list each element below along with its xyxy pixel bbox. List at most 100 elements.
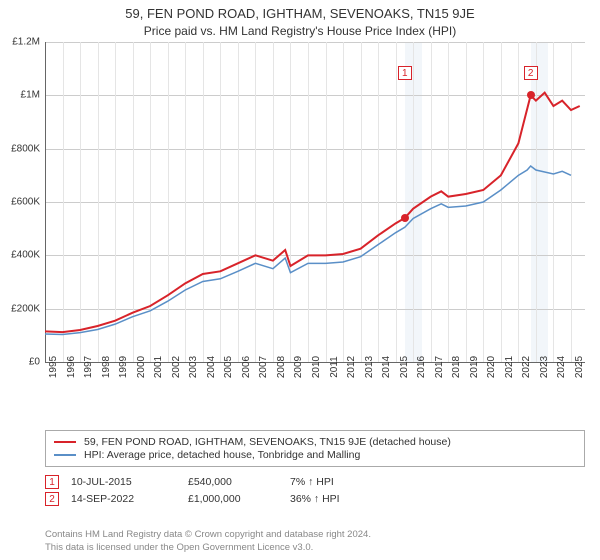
axis-left	[45, 42, 46, 362]
gridline-h	[45, 42, 585, 43]
sale-row: 2 14-SEP-2022 £1,000,000 36% ↑ HPI	[45, 492, 585, 506]
x-axis-label: 2000	[136, 356, 147, 378]
sale-marker-dot	[527, 91, 535, 99]
x-axis-label: 2002	[171, 356, 182, 378]
legend-row-property: 59, FEN POND ROAD, IGHTHAM, SEVENOAKS, T…	[54, 436, 576, 448]
gridline-v	[203, 42, 204, 362]
x-axis-label: 2018	[451, 356, 462, 378]
x-axis-label: 1996	[66, 356, 77, 378]
footer-line1: Contains HM Land Registry data © Crown c…	[45, 529, 371, 541]
x-axis-label: 2017	[434, 356, 445, 378]
x-axis-label: 1998	[101, 356, 112, 378]
gridline-h	[45, 202, 585, 203]
legend: 59, FEN POND ROAD, IGHTHAM, SEVENOAKS, T…	[45, 430, 585, 467]
gridline-h	[45, 95, 585, 96]
gridline-v	[98, 42, 99, 362]
chart-titles: 59, FEN POND ROAD, IGHTHAM, SEVENOAKS, T…	[0, 0, 600, 38]
gridline-h	[45, 255, 585, 256]
footer: Contains HM Land Registry data © Crown c…	[45, 529, 371, 554]
gridline-h	[45, 309, 585, 310]
gridline-v	[115, 42, 116, 362]
page-title: 59, FEN POND ROAD, IGHTHAM, SEVENOAKS, T…	[0, 6, 600, 21]
x-axis-label: 2023	[539, 356, 550, 378]
gridline-v	[448, 42, 449, 362]
sale-hpi: 36% ↑ HPI	[290, 493, 340, 505]
sale-badge: 1	[45, 475, 59, 489]
sale-marker-dot	[401, 214, 409, 222]
y-axis-label: £0	[0, 357, 40, 368]
gridline-v	[150, 42, 151, 362]
x-axis-label: 2015	[399, 356, 410, 378]
gridline-v	[80, 42, 81, 362]
y-axis-label: £1M	[0, 90, 40, 101]
gridline-v	[238, 42, 239, 362]
x-axis-label: 1995	[48, 356, 59, 378]
gridline-v	[536, 42, 537, 362]
series-property	[45, 93, 580, 332]
gridline-v	[518, 42, 519, 362]
sale-price: £540,000	[188, 476, 278, 488]
gridline-v	[571, 42, 572, 362]
x-axis-label: 2022	[521, 356, 532, 378]
sale-badge: 2	[45, 492, 59, 506]
plot-area: 12	[45, 42, 585, 362]
x-axis-label: 2021	[504, 356, 515, 378]
y-axis-label: £200K	[0, 303, 40, 314]
sale-marker-badge: 2	[524, 66, 538, 80]
x-axis-label: 2004	[206, 356, 217, 378]
gridline-v	[290, 42, 291, 362]
x-axis-label: 2020	[486, 356, 497, 378]
gridline-v	[326, 42, 327, 362]
gridline-v	[273, 42, 274, 362]
sale-price: £1,000,000	[188, 493, 278, 505]
sale-date: 10-JUL-2015	[71, 476, 176, 488]
gridline-v	[168, 42, 169, 362]
x-axis-label: 2025	[574, 356, 585, 378]
gridline-v	[308, 42, 309, 362]
gridline-v	[483, 42, 484, 362]
page-subtitle: Price paid vs. HM Land Registry's House …	[0, 24, 600, 38]
sale-row: 1 10-JUL-2015 £540,000 7% ↑ HPI	[45, 475, 585, 489]
x-axis-label: 2016	[416, 356, 427, 378]
x-axis-label: 1999	[118, 356, 129, 378]
gridline-v	[361, 42, 362, 362]
x-axis-label: 2010	[311, 356, 322, 378]
chart-container: 12 £0£200K£400K£600K£800K£1M£1.2M1995199…	[0, 42, 600, 402]
gridline-v	[378, 42, 379, 362]
x-axis-label: 2001	[153, 356, 164, 378]
legend-swatch-hpi	[54, 454, 76, 456]
x-axis-label: 2019	[469, 356, 480, 378]
gridline-h	[45, 149, 585, 150]
gridline-v	[501, 42, 502, 362]
sale-marker-badge: 1	[398, 66, 412, 80]
x-axis-label: 1997	[83, 356, 94, 378]
sale-hpi: 7% ↑ HPI	[290, 476, 334, 488]
y-axis-label: £400K	[0, 250, 40, 261]
x-axis-label: 2011	[329, 356, 340, 378]
gridline-v	[255, 42, 256, 362]
gridline-v	[185, 42, 186, 362]
x-axis-label: 2007	[258, 356, 269, 378]
sales-table: 1 10-JUL-2015 £540,000 7% ↑ HPI 2 14-SEP-2022…	[45, 472, 585, 509]
gridline-v	[431, 42, 432, 362]
gridline-v	[553, 42, 554, 362]
gridline-v	[220, 42, 221, 362]
x-axis-label: 2014	[381, 356, 392, 378]
x-axis-label: 2009	[293, 356, 304, 378]
x-axis-label: 2013	[364, 356, 375, 378]
x-axis-label: 2006	[241, 356, 252, 378]
gridline-v	[396, 42, 397, 362]
x-axis-label: 2012	[346, 356, 357, 378]
x-axis-label: 2003	[188, 356, 199, 378]
gridline-v	[133, 42, 134, 362]
gridline-v	[466, 42, 467, 362]
x-axis-label: 2008	[276, 356, 287, 378]
footer-line2: This data is licensed under the Open Gov…	[45, 542, 371, 554]
x-axis-label: 2005	[223, 356, 234, 378]
legend-label-property: 59, FEN POND ROAD, IGHTHAM, SEVENOAKS, T…	[84, 436, 451, 448]
sale-date: 14-SEP-2022	[71, 493, 176, 505]
y-axis-label: £600K	[0, 197, 40, 208]
legend-label-hpi: HPI: Average price, detached house, Tonb…	[84, 449, 360, 461]
y-axis-label: £800K	[0, 143, 40, 154]
gridline-v	[413, 42, 414, 362]
